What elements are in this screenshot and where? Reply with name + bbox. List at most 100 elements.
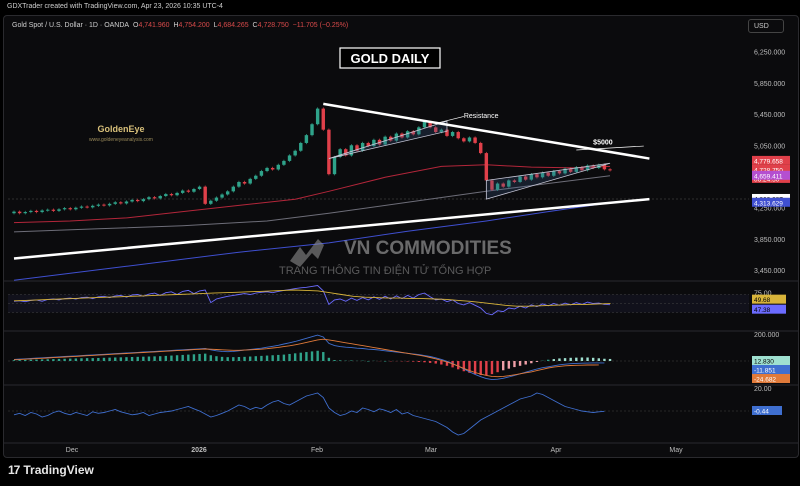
candle — [124, 201, 129, 204]
candle — [450, 132, 455, 136]
candle — [434, 127, 438, 133]
target-label: $5000 — [593, 140, 613, 147]
macd-hist-bar — [513, 361, 516, 368]
candle — [130, 199, 134, 202]
candle — [608, 169, 612, 171]
macd-hist-bar — [580, 357, 584, 361]
tradingview-footer: 17 TradingView — [8, 463, 94, 477]
candle — [231, 186, 236, 192]
candle — [40, 210, 44, 213]
candle — [242, 181, 247, 184]
rsi-line — [13, 285, 611, 316]
y-tick-label: 5,450.000 — [754, 112, 785, 119]
currency-button[interactable]: USD — [748, 19, 784, 33]
macd-hist-bar — [445, 361, 449, 366]
candle — [467, 137, 472, 142]
x-tick-label: May — [669, 447, 683, 454]
candle — [107, 203, 112, 206]
candle — [552, 171, 556, 176]
macd-hist-bar — [479, 361, 482, 376]
close-label: C — [252, 22, 258, 29]
macd-hist-bar — [440, 361, 443, 365]
rsi-ma-line — [13, 289, 611, 307]
candle — [158, 196, 162, 199]
candle — [237, 181, 241, 187]
upper-trendline — [323, 102, 650, 160]
macd-hist-bar — [507, 361, 511, 369]
candle — [192, 189, 196, 192]
chart-title: GOLD DAILY — [351, 51, 430, 66]
candle — [29, 210, 33, 213]
candle — [293, 150, 297, 156]
macd-hist-bar — [254, 356, 257, 361]
macd-hist-bar — [367, 361, 370, 362]
candle — [220, 194, 224, 198]
price-badge: 4,659.411 — [752, 170, 790, 180]
candle — [164, 194, 168, 197]
x-tick-label: Mar — [425, 447, 438, 454]
macd-hist-bar — [85, 358, 89, 361]
macd-hist-bar — [597, 358, 600, 361]
chart-panel[interactable]: Gold Spot / U.S. Dollar · 1D · OANDA O4,… — [3, 15, 799, 458]
macd-hist-bar — [310, 351, 314, 361]
macd-hist-bar — [159, 356, 162, 361]
candle — [411, 131, 415, 135]
candle — [574, 167, 579, 172]
macd-hist-bar — [327, 357, 331, 361]
osc-tick: 20.00 — [754, 386, 772, 393]
macd-hist-bar — [305, 352, 308, 361]
rsi-tick: 75.00 — [754, 290, 772, 297]
candle — [563, 168, 567, 174]
ma-gray-line — [13, 175, 611, 233]
y-tick-label: 3,850.000 — [754, 237, 785, 244]
candle — [46, 209, 50, 211]
macd-hist-bar — [119, 357, 123, 361]
macd-hist-bar — [299, 352, 302, 361]
target-arrow — [576, 145, 644, 151]
macd-hist-bar — [558, 358, 561, 361]
macd-value-text: 12.830 — [754, 359, 774, 366]
goldeneye-logo: GoldenEye — [97, 124, 144, 134]
candle — [175, 192, 179, 196]
macd-hist-bar — [338, 360, 342, 361]
symbol-info: Gold Spot / U.S. Dollar · 1D · OANDA O4,… — [12, 22, 348, 29]
candle — [372, 139, 376, 147]
macd-hist-bar — [569, 357, 572, 361]
macd-hist-bar — [24, 359, 27, 361]
candle — [282, 160, 286, 165]
candle — [332, 157, 337, 175]
macd-hist-bar — [316, 350, 319, 361]
macd-hist-bar — [35, 359, 38, 361]
candle — [512, 180, 517, 182]
macd-hist-bar — [192, 354, 196, 361]
macd-hist-bar — [125, 357, 128, 361]
resistance-arrow — [435, 116, 464, 124]
candle — [580, 167, 584, 171]
macd-hist-bar — [18, 360, 21, 361]
candle — [602, 164, 607, 170]
macd-hist-bar — [248, 356, 252, 361]
watermark-tagline: TRANG THÔNG TIN ĐIỆN TỬ TỔNG HỢP — [279, 264, 491, 277]
macd-hist-bar — [563, 358, 567, 361]
low-value: 4,684.265 — [217, 22, 249, 29]
macd-hist-bar — [265, 355, 269, 361]
macd-hist-bar — [608, 358, 612, 361]
macd-hist-bar — [181, 354, 184, 361]
macd-hist-bar — [136, 356, 139, 361]
price-badge-bg — [752, 164, 790, 174]
candle — [197, 186, 202, 190]
macd-value-text: -24.682 — [754, 377, 776, 384]
macd-hist-bar — [69, 358, 72, 361]
candle — [304, 135, 309, 143]
macd-hist-bar — [29, 359, 33, 361]
ma-red-line — [13, 164, 611, 224]
candle — [484, 153, 489, 181]
candle — [529, 174, 534, 180]
candle — [462, 138, 466, 142]
candle — [501, 183, 505, 187]
candle — [152, 197, 157, 199]
candle — [79, 206, 84, 208]
candle — [585, 165, 590, 171]
candle — [68, 208, 72, 210]
macd-value-badge — [752, 374, 790, 383]
